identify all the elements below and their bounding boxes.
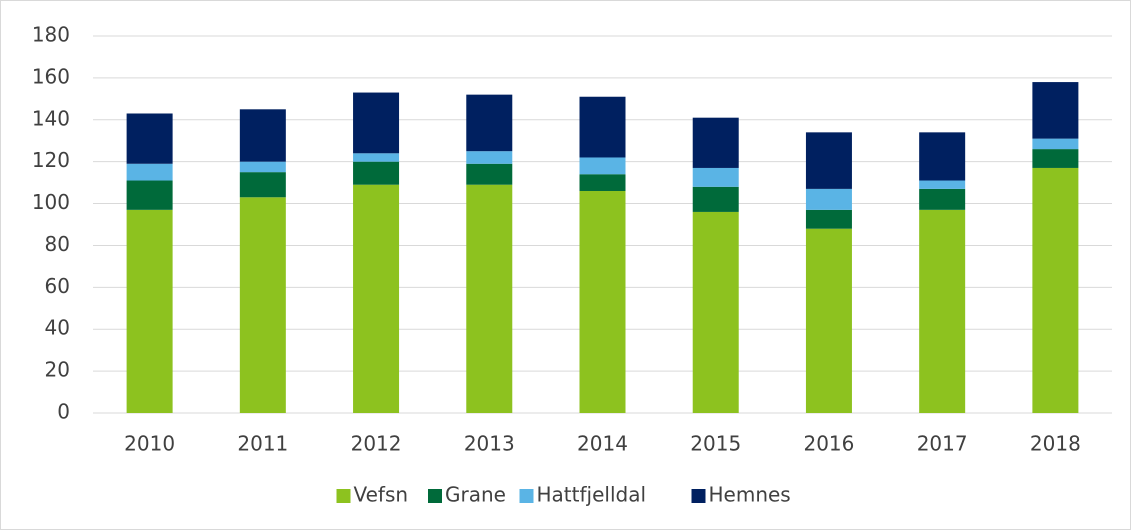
bar-segment bbox=[466, 151, 513, 164]
x-tick-label: 2015 bbox=[690, 432, 741, 456]
y-tick-label: 140 bbox=[32, 106, 70, 130]
bar-segment bbox=[126, 209, 173, 413]
y-tick-label: 40 bbox=[45, 316, 70, 340]
x-tick-label: 2016 bbox=[803, 432, 854, 456]
bar-segment bbox=[692, 186, 739, 212]
bar-segment bbox=[353, 92, 400, 154]
bar-segment bbox=[579, 190, 626, 413]
y-tick-label: 20 bbox=[45, 358, 70, 382]
x-tick-label: 2013 bbox=[464, 432, 515, 456]
x-tick-label: 2011 bbox=[237, 432, 288, 456]
bar-segment bbox=[805, 228, 852, 413]
bar-segment bbox=[126, 113, 173, 164]
bar-segment bbox=[805, 132, 852, 189]
y-tick-label: 100 bbox=[32, 190, 70, 214]
legend-swatch bbox=[519, 489, 534, 503]
bar-segment bbox=[579, 96, 626, 158]
x-tick-label: 2012 bbox=[351, 432, 402, 456]
legend-label: Vefsn bbox=[354, 483, 409, 507]
bar-segment bbox=[466, 163, 513, 185]
y-tick-label: 80 bbox=[45, 232, 70, 256]
bar-segment bbox=[239, 161, 286, 173]
y-tick-label: 0 bbox=[57, 400, 70, 424]
bar-segment bbox=[919, 132, 966, 181]
bar-segment bbox=[692, 211, 739, 413]
legend-label: Grane bbox=[445, 483, 506, 507]
legend-label: Hattfjelldal bbox=[537, 483, 647, 507]
y-tick-label: 120 bbox=[32, 148, 70, 172]
bar-segment bbox=[692, 117, 739, 168]
bar-segment bbox=[805, 188, 852, 210]
bar-segment bbox=[126, 180, 173, 210]
legend-swatch bbox=[336, 489, 351, 503]
y-tick-label: 160 bbox=[32, 64, 70, 88]
bar-segment bbox=[919, 209, 966, 413]
x-tick-label: 2018 bbox=[1030, 432, 1081, 456]
x-tick-label: 2014 bbox=[577, 432, 628, 456]
bar-segment bbox=[239, 109, 286, 162]
bar-segment bbox=[353, 161, 400, 185]
bar-segment bbox=[1032, 167, 1079, 413]
bar-segment bbox=[239, 197, 286, 413]
bar-segment bbox=[353, 184, 400, 413]
bar-segment bbox=[466, 94, 513, 152]
y-tick-label: 180 bbox=[32, 23, 70, 47]
legend-swatch bbox=[691, 489, 706, 503]
bar-segment bbox=[353, 153, 400, 162]
y-tick-label: 60 bbox=[45, 274, 70, 298]
bar-segment bbox=[919, 180, 966, 189]
bar-segment bbox=[805, 209, 852, 229]
bar-segment bbox=[1032, 82, 1079, 139]
bar-segment bbox=[692, 167, 739, 187]
bar-segment bbox=[919, 188, 966, 210]
x-tick-label: 2010 bbox=[124, 432, 175, 456]
bar-segment bbox=[1032, 149, 1079, 168]
bar-segment bbox=[126, 163, 173, 181]
bar-segment bbox=[1032, 138, 1079, 150]
x-tick-label: 2017 bbox=[917, 432, 968, 456]
bar-segment bbox=[579, 174, 626, 191]
bar-segment bbox=[239, 172, 286, 198]
bar-segment bbox=[579, 157, 626, 175]
legend-label: Hemnes bbox=[709, 483, 791, 507]
bar-segment bbox=[466, 184, 513, 413]
legend-swatch bbox=[428, 489, 442, 503]
